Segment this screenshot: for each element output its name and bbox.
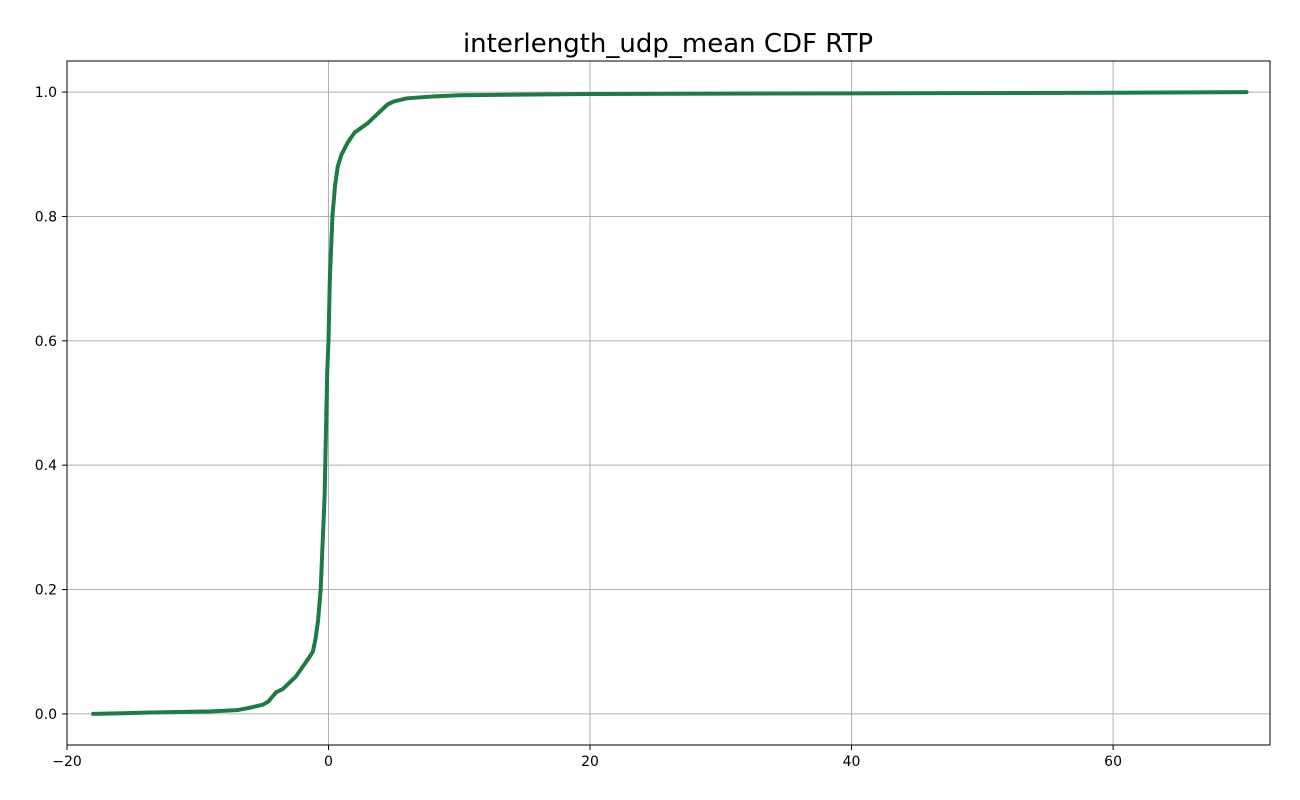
series-layer (91, 90, 1249, 716)
ticks: −20 0 20 40 60 0.0 0.2 0.4 0.6 0.8 1.0 (35, 85, 1122, 770)
y-tick-label: 0.2 (35, 583, 57, 599)
y-tick-label: 0.6 (35, 334, 57, 350)
y-tick-label: 0.8 (35, 209, 57, 225)
y-tick-label: 0.0 (35, 707, 57, 723)
y-tick-label: 0.4 (35, 458, 57, 474)
chart-title: interlength_udp_mean CDF RTP (463, 29, 873, 59)
grid (66, 61, 1270, 745)
x-tick-label: 0 (324, 754, 333, 770)
plot-frame (66, 60, 1271, 746)
x-tick-label: 40 (843, 754, 861, 770)
cdf-line (91, 90, 1249, 716)
y-tick-label: 1.0 (35, 85, 57, 101)
x-tick-label: 20 (581, 754, 599, 770)
x-tick-label: 60 (1104, 754, 1122, 770)
x-tick-label: −20 (52, 754, 82, 770)
